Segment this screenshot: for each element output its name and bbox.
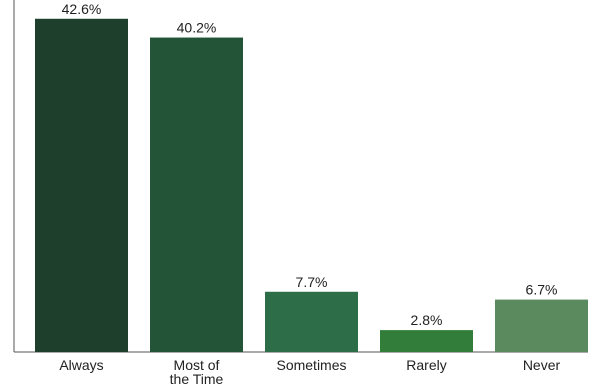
value-label-4: 6.7% xyxy=(526,282,558,298)
category-label-0: Always xyxy=(59,357,103,373)
bar-4 xyxy=(495,299,588,352)
bars-group xyxy=(35,18,588,353)
category-label-line: the Time xyxy=(170,371,224,387)
value-labels-group: 42.6% 40.2% 7.7% 2.8% 6.7% xyxy=(62,1,558,328)
category-label-2: Sometimes xyxy=(276,357,346,373)
category-label-line: Rarely xyxy=(406,357,446,373)
bar-3 xyxy=(380,330,473,352)
category-labels-group: Always Most of the Time Sometimes Rarely Neve… xyxy=(59,357,560,387)
bar-1 xyxy=(150,37,243,353)
category-label-line: Always xyxy=(59,357,103,373)
category-label-1: Most of the Time xyxy=(170,357,224,387)
bar-2 xyxy=(265,291,358,352)
category-label-line: Sometimes xyxy=(276,357,346,373)
category-label-line: Never xyxy=(523,357,561,373)
value-label-1: 40.2% xyxy=(177,20,217,36)
category-label-3: Rarely xyxy=(406,357,446,373)
category-label-4: Never xyxy=(523,357,561,373)
value-label-2: 7.7% xyxy=(296,274,328,290)
value-label-3: 2.8% xyxy=(411,312,443,328)
value-label-0: 42.6% xyxy=(62,1,102,17)
category-label-line: Most of xyxy=(174,357,220,373)
bar-0 xyxy=(35,18,128,352)
